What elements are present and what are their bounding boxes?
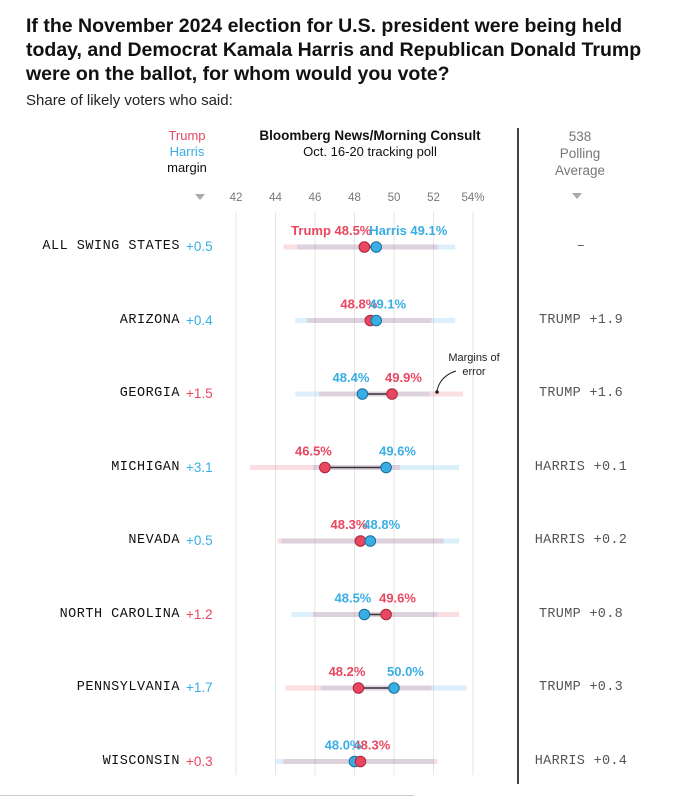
trump-dot <box>319 461 331 474</box>
trump-dot <box>380 608 392 621</box>
avg-header-arrow-icon <box>572 193 582 199</box>
margin-value: +3.1 <box>186 459 213 475</box>
avg-header-line3: Average <box>554 163 606 178</box>
x-tick-label: 46 <box>309 192 322 204</box>
poll-column-header: Bloomberg News/Morning Consult Oct. 16-2… <box>240 128 500 160</box>
trump-value-label: 49.6% <box>379 591 416 606</box>
trump-dot <box>352 682 365 694</box>
margin-value: +1.5 <box>186 386 213 401</box>
state-label: NEVADA <box>128 533 180 548</box>
polling-average-value: TRUMP +1.6 <box>538 386 623 401</box>
state-label: ARIZONA <box>119 312 180 328</box>
avg-header-line2: Polling <box>559 146 601 161</box>
chart-title: If the November 2024 election for U.S. p… <box>26 15 642 85</box>
margin-value: +0.5 <box>186 533 213 548</box>
polling-average-header: 538 Polling Average <box>535 128 625 179</box>
harris-dot <box>358 608 371 621</box>
margin-value: +1.2 <box>186 606 213 622</box>
margin-header-arrow-icon <box>195 194 205 200</box>
trump-value-label: 48.3% <box>331 517 368 532</box>
trump-dot <box>354 755 367 768</box>
polling-average-value: TRUMP +0.8 <box>538 606 623 622</box>
trump-value-label: 48.2% <box>329 664 366 679</box>
column-divider <box>517 128 519 784</box>
x-tick-label: 54% <box>461 192 484 204</box>
trump-value-label: 48.3% <box>353 738 390 753</box>
moe-annotation-line2: error <box>462 366 486 378</box>
poll-dates: Oct. 16-20 tracking poll <box>303 144 437 159</box>
chart-subtitle: Share of likely voters who said: <box>26 92 233 109</box>
state-label: ALL SWING STATES <box>42 239 180 254</box>
trump-value-label: 49.9% <box>385 370 422 385</box>
harris-dot <box>356 388 369 400</box>
state-label: MICHIGAN <box>111 459 180 475</box>
trump-value-label: Trump 48.5% <box>291 223 372 238</box>
polling-average-value: TRUMP +0.3 <box>538 680 623 695</box>
polling-average-value: – <box>576 239 586 254</box>
harris-dot <box>370 241 383 253</box>
margin-column-header: Trump Harris margin <box>150 128 224 176</box>
harris-value-label: Harris 49.1% <box>369 223 447 238</box>
x-tick-label: 52 <box>427 192 440 204</box>
x-tick-label: 42 <box>230 192 243 204</box>
harris-value-label: 50.0% <box>387 664 424 679</box>
trump-dot <box>354 535 367 547</box>
polling-average-value: HARRIS +0.2 <box>534 533 628 548</box>
harris-value-label: 49.6% <box>379 444 416 459</box>
harris-value-label: 48.4% <box>333 370 370 385</box>
state-label: WISCONSIN <box>102 753 180 769</box>
margin-value: +1.7 <box>186 680 213 695</box>
x-tick-label: 50 <box>388 192 401 204</box>
moe-annotation-pointer <box>436 370 457 392</box>
avg-header-line1: 538 <box>568 129 592 144</box>
trump-value-label: 48.8% <box>340 297 377 312</box>
state-label: NORTH CAROLINA <box>59 606 180 622</box>
harris-value-label: 48.8% <box>363 517 400 532</box>
moe-annotation-line1: Margins of <box>448 352 500 364</box>
margin-header-harris: Harris <box>169 144 205 159</box>
trump-dot <box>358 241 371 253</box>
harris-dot <box>380 461 392 474</box>
state-label: PENNSYLVANIA <box>76 680 180 695</box>
x-tick-label: 44 <box>269 192 282 204</box>
harris-value-label: 48.5% <box>335 591 372 606</box>
poll-title: Bloomberg News/Morning Consult <box>259 128 481 143</box>
margin-value: +0.5 <box>186 239 213 254</box>
harris-dot <box>364 535 377 547</box>
state-label: GEORGIA <box>119 386 180 401</box>
polling-average-value: TRUMP +1.9 <box>538 312 623 328</box>
x-tick-label: 48 <box>348 192 361 204</box>
margin-header-label: margin <box>167 160 207 175</box>
margin-value: +0.3 <box>186 753 213 769</box>
polling-average-value: HARRIS +0.1 <box>534 459 628 475</box>
margin-value: +0.4 <box>186 312 213 328</box>
bottom-rule <box>0 795 414 796</box>
harris-dot <box>388 682 400 694</box>
moe-annotation-dot <box>435 390 439 394</box>
polling-average-value: HARRIS +0.4 <box>534 753 628 769</box>
trump-dot <box>386 388 398 400</box>
harris-dot <box>370 314 383 327</box>
harris-value-label: 48.0% <box>325 738 362 753</box>
trump-value-label: 46.5% <box>295 444 332 459</box>
margin-header-trump: Trump <box>168 128 206 143</box>
harris-value-label: 49.1% <box>369 297 406 312</box>
